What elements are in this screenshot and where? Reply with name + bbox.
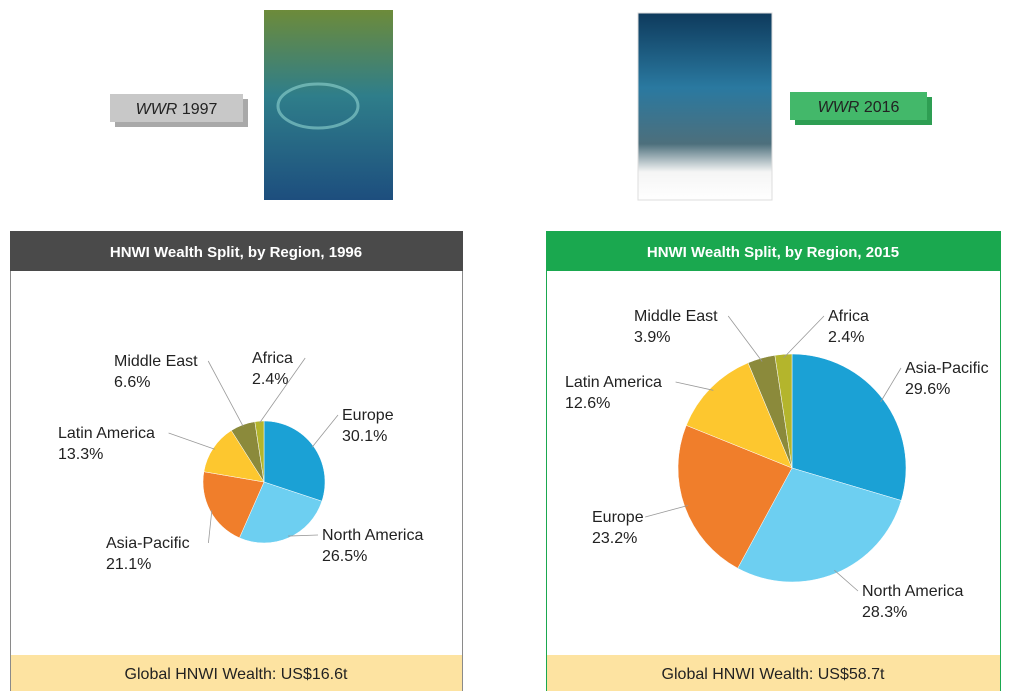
page: WWR 1997 HNWI Wealth Split, by Region, 19… <box>0 0 1011 691</box>
footer-annotation: Global HNWI Wealth: US$16.6t <box>125 666 348 683</box>
report-italic: WWR <box>136 101 178 118</box>
slice-value-label: 26.5% <box>322 548 367 565</box>
slice-label: Asia-Pacific <box>905 360 989 377</box>
slice-label: North America <box>322 527 423 544</box>
cover-1997 <box>264 10 393 200</box>
slice-value-label: 12.6% <box>565 395 610 412</box>
slice-value-label: 23.2% <box>592 530 637 547</box>
chart-title: HNWI Wealth Split, by Region, 1996 <box>110 244 362 261</box>
slice-value-label: 2.4% <box>252 371 288 388</box>
slice-value-label: 29.6% <box>905 381 950 398</box>
chart-title: HNWI Wealth Split, by Region, 2015 <box>647 244 899 261</box>
slice-value-label: 30.1% <box>342 428 387 445</box>
report-italic: WWR <box>818 99 860 116</box>
report-label: WWR 1997 <box>136 101 218 118</box>
slice-label: Asia-Pacific <box>106 535 190 552</box>
slice-label: Africa <box>828 308 869 325</box>
slice-value-label: 28.3% <box>862 604 907 621</box>
slice-value-label: 21.1% <box>106 556 151 573</box>
slice-label: Latin America <box>565 374 662 391</box>
slice-value-label: 6.6% <box>114 374 150 391</box>
slice-value-label: 13.3% <box>58 446 103 463</box>
slice-label: Middle East <box>634 308 718 325</box>
slice-label: Latin America <box>58 425 155 442</box>
slice-label: North America <box>862 583 963 600</box>
slice-label: Europe <box>342 407 394 424</box>
slice-value-label: 3.9% <box>634 329 670 346</box>
report-year: 1997 <box>182 101 218 118</box>
report-label: WWR 2016 <box>818 99 900 116</box>
slice-value-label: 2.4% <box>828 329 864 346</box>
slice-label: Africa <box>252 350 293 367</box>
cover-2016 <box>638 13 772 200</box>
slice-label: Europe <box>592 509 644 526</box>
report-year: 2016 <box>864 99 900 116</box>
slice-label: Middle East <box>114 353 198 370</box>
footer-annotation: Global HNWI Wealth: US$58.7t <box>662 666 885 683</box>
